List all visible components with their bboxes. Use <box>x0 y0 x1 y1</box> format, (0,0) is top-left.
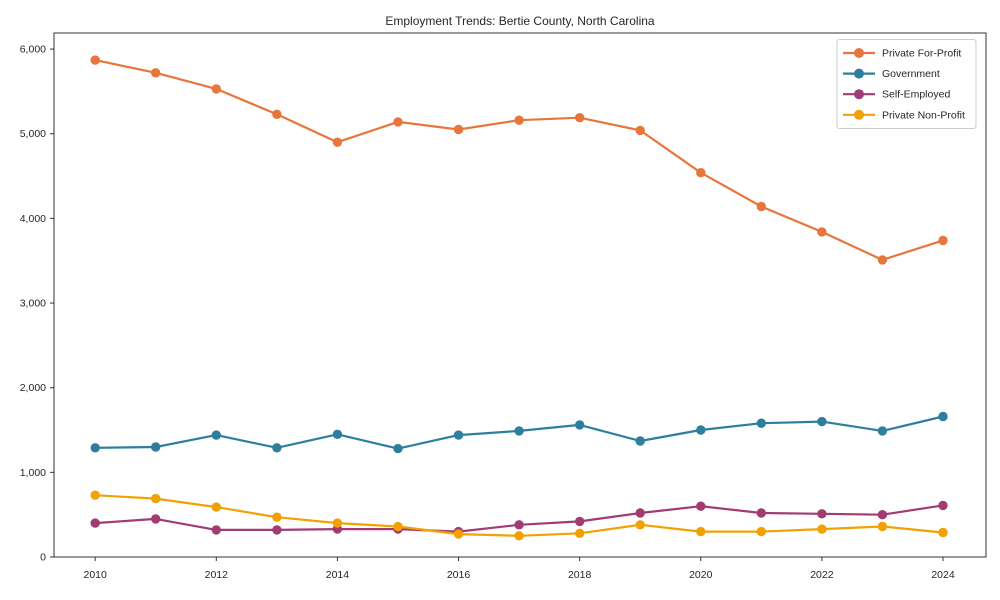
legend-label: Self-Employed <box>882 89 950 101</box>
data-point-marker <box>332 429 343 439</box>
y-tick-label: 5,000 <box>20 128 46 140</box>
data-point-marker <box>877 521 888 532</box>
data-point-marker <box>332 518 343 528</box>
data-point-marker <box>90 518 100 528</box>
data-point-marker <box>211 430 221 440</box>
data-point-marker <box>938 411 948 422</box>
data-point-marker <box>696 168 706 178</box>
data-point-marker <box>696 501 706 511</box>
plot-area: 0 1,000 2,000 3,000 4,000 5,000 6,000 2010 2012 2… <box>20 32 987 581</box>
x-tick-label: 2024 <box>931 569 955 581</box>
legend-label: Government <box>882 68 940 80</box>
data-point-marker <box>756 508 766 518</box>
data-point-marker <box>575 113 585 123</box>
axes-frame <box>53 32 987 558</box>
data-point-marker <box>272 109 282 120</box>
x-tick-label: 2022 <box>810 569 834 581</box>
data-point-marker <box>696 425 706 435</box>
data-point-marker <box>90 490 100 500</box>
data-point-marker <box>393 521 403 532</box>
data-point-marker <box>514 426 524 436</box>
data-point-marker <box>938 235 948 246</box>
data-point-marker <box>211 502 221 512</box>
y-tick-label: 1,000 <box>20 467 46 479</box>
x-tick-label: 2020 <box>689 569 713 581</box>
y-tick-label: 4,000 <box>20 213 46 225</box>
data-point-marker <box>90 55 100 65</box>
data-point-marker <box>453 124 464 135</box>
legend-marker-dot <box>854 89 864 100</box>
data-point-marker <box>453 430 464 440</box>
data-point-marker <box>151 68 161 78</box>
data-point-marker <box>151 514 161 524</box>
data-point-marker <box>272 443 282 453</box>
data-point-marker <box>393 117 403 127</box>
y-tick-label: 0 <box>40 552 46 564</box>
data-point-marker <box>272 525 282 535</box>
data-point-marker <box>332 137 343 147</box>
data-point-marker <box>575 516 585 527</box>
chart-title: Employment Trends: Bertie County, North … <box>385 14 655 28</box>
series-line <box>94 59 944 261</box>
legend-box <box>836 39 977 129</box>
data-point-marker <box>453 529 464 539</box>
data-point-marker <box>635 520 645 530</box>
x-tick-label: 2018 <box>568 569 592 581</box>
data-point-marker <box>696 526 706 537</box>
x-tick-label: 2014 <box>326 569 350 581</box>
data-point-marker <box>635 125 645 136</box>
data-point-marker <box>635 508 645 518</box>
x-tick-label: 2016 <box>447 569 471 581</box>
data-point-marker <box>938 500 948 511</box>
data-point-marker <box>514 531 524 541</box>
data-point-marker <box>272 512 282 522</box>
data-point-marker <box>514 520 524 530</box>
data-point-marker <box>938 527 948 538</box>
legend-label: Private For-Profit <box>882 48 961 60</box>
data-point-marker <box>90 443 100 453</box>
x-tick-label: 2010 <box>84 569 108 581</box>
data-point-marker <box>211 84 221 94</box>
data-point-marker <box>817 524 827 534</box>
data-point-marker <box>575 528 585 538</box>
data-point-marker <box>877 426 888 436</box>
data-point-marker <box>393 443 403 454</box>
y-tick-label: 6,000 <box>20 44 46 56</box>
data-point-marker <box>817 416 827 427</box>
data-point-marker <box>635 436 645 446</box>
x-tick-label: 2012 <box>205 569 229 581</box>
legend-marker-dot <box>854 109 864 120</box>
data-point-marker <box>575 420 585 430</box>
data-point-marker <box>817 509 827 519</box>
data-point-marker <box>756 201 766 212</box>
data-point-marker <box>756 418 766 428</box>
data-point-marker <box>151 442 161 452</box>
data-point-marker <box>817 227 827 237</box>
data-point-marker <box>211 525 221 535</box>
legend-marker-dot <box>854 48 864 58</box>
data-point-marker <box>514 115 524 125</box>
y-tick-label: 2,000 <box>20 382 46 394</box>
data-point-marker <box>151 493 161 504</box>
legend-marker-dot <box>854 68 864 79</box>
legend-label: Private Non-Profit <box>882 109 965 121</box>
data-point-marker <box>877 510 888 520</box>
data-point-marker <box>756 526 766 537</box>
data-point-marker <box>877 255 888 265</box>
y-tick-label: 3,000 <box>20 298 46 310</box>
